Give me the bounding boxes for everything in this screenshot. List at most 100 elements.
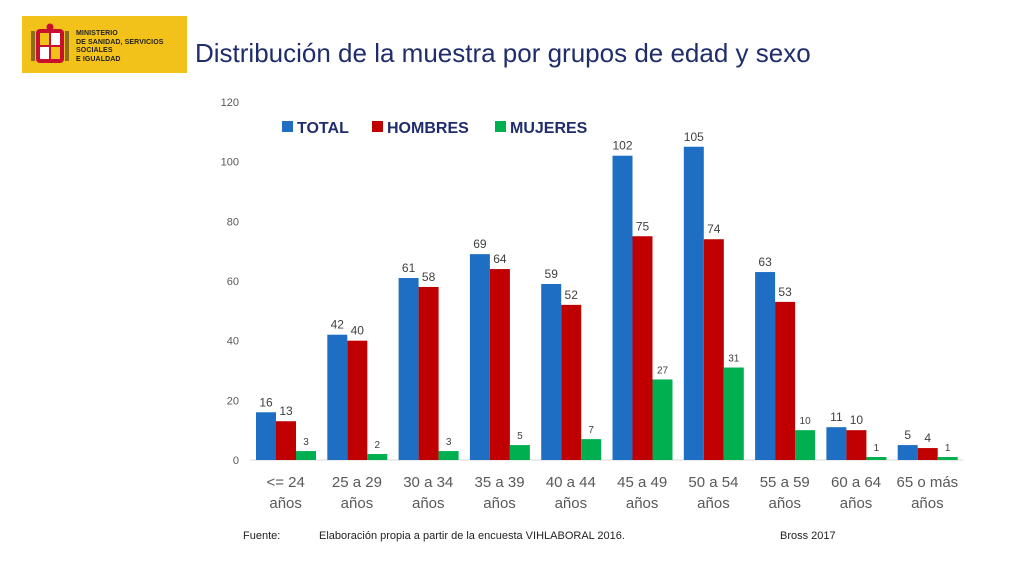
bar-mujeres <box>866 457 887 460</box>
data-label-hombres: 52 <box>565 288 579 302</box>
legend-label-hombres: HOMBRES <box>387 120 469 137</box>
x-tick-label-line2: años <box>412 495 445 512</box>
data-label-hombres: 58 <box>422 270 436 284</box>
data-label-mujeres: 5 <box>517 431 523 442</box>
data-label-mujeres: 7 <box>588 425 594 436</box>
data-label-mujeres: 31 <box>728 354 740 365</box>
data-label-hombres: 74 <box>707 222 721 236</box>
x-tick-label-line2: años <box>768 495 801 512</box>
data-label-mujeres: 2 <box>375 440 381 451</box>
bar-mujeres <box>581 439 602 460</box>
data-label-hombres: 40 <box>351 324 365 338</box>
bar-hombres <box>703 239 724 460</box>
x-tick-label: 30 a 34 <box>403 474 453 491</box>
ministry-line-1: MINISTERIO <box>76 30 118 37</box>
legend-label-total: TOTAL <box>297 120 349 137</box>
bar-mujeres <box>438 451 459 460</box>
bar-mujeres <box>723 367 744 460</box>
x-tick-label-line2: años <box>697 495 730 512</box>
x-tick-label-line2: años <box>840 495 873 512</box>
legend-swatch-total <box>282 121 293 132</box>
x-tick-label-line2: años <box>483 495 516 512</box>
x-tick-label: 50 a 54 <box>688 474 738 491</box>
bar-mujeres <box>937 457 958 460</box>
bar-total <box>612 155 633 460</box>
data-label-total: 105 <box>684 130 704 144</box>
data-label-total: 61 <box>402 261 416 275</box>
data-label-hombres: 64 <box>493 252 507 266</box>
y-tick-label: 120 <box>221 97 239 109</box>
footer-source-label: Fuente: <box>243 530 281 542</box>
bar-hombres <box>276 421 296 460</box>
data-label-total: 59 <box>545 267 559 281</box>
data-label-total: 102 <box>612 139 632 153</box>
ministry-name: MINISTERIO DE SANIDAD, SERVICIOS SOCIALE… <box>76 30 187 64</box>
legend-swatch-mujeres <box>495 121 506 132</box>
x-tick-label: 60 a 64 <box>831 474 881 491</box>
y-tick-label: 40 <box>227 336 239 348</box>
bar-total <box>398 278 419 460</box>
data-label-total: 16 <box>259 395 273 409</box>
bar-total <box>683 146 704 460</box>
footer-credit: Bross 2017 <box>780 530 836 542</box>
data-label-mujeres: 1 <box>874 443 880 454</box>
y-tick-label: 20 <box>227 395 239 407</box>
bar-total <box>541 283 562 460</box>
bar-hombres <box>775 301 796 460</box>
bar-mujeres <box>509 445 530 460</box>
data-label-total: 11 <box>830 410 843 424</box>
y-tick-label: 60 <box>227 276 239 288</box>
data-label-total: 42 <box>331 318 345 332</box>
data-label-hombres: 53 <box>778 285 792 299</box>
bar-mujeres <box>795 430 816 460</box>
bar-total <box>755 272 776 460</box>
x-tick-label-line2: años <box>626 495 659 512</box>
data-label-hombres: 75 <box>636 219 650 233</box>
data-label-total: 69 <box>473 237 487 251</box>
data-label-mujeres: 10 <box>800 416 812 427</box>
x-tick-label: 65 o más <box>896 474 958 491</box>
data-label-total: 63 <box>758 255 772 269</box>
bar-total <box>826 427 847 460</box>
data-label-mujeres: 27 <box>657 365 669 376</box>
legend-label-mujeres: MUJERES <box>510 120 588 137</box>
data-label-mujeres: 3 <box>303 437 309 448</box>
bar-total <box>256 412 276 460</box>
x-tick-label-line2: años <box>911 495 944 512</box>
data-label-mujeres: 3 <box>446 437 452 448</box>
x-tick-label: 25 a 29 <box>332 474 382 491</box>
data-label-hombres: 4 <box>924 431 931 445</box>
y-tick-label: 0 <box>233 455 239 467</box>
coat-of-arms-icon <box>31 23 69 63</box>
x-tick-label: <= 24 <box>266 474 304 491</box>
ministry-logo: MINISTERIO DE SANIDAD, SERVICIOS SOCIALE… <box>22 16 187 73</box>
data-label-mujeres: 1 <box>945 443 951 454</box>
data-label-total: 5 <box>904 428 911 442</box>
y-tick-label: 80 <box>227 216 239 228</box>
x-tick-label-line2: años <box>269 495 302 512</box>
bar-mujeres <box>296 451 316 460</box>
legend-swatch-hombres <box>372 121 383 132</box>
ministry-line-2: DE SANIDAD, SERVICIOS SOCIALES <box>76 38 164 55</box>
x-tick-label-line2: años <box>341 495 374 512</box>
bar-total <box>897 445 918 460</box>
x-tick-label: 55 a 59 <box>760 474 810 491</box>
data-label-hombres: 13 <box>279 404 293 418</box>
y-tick-label: 100 <box>221 157 239 169</box>
bar-total <box>469 254 490 460</box>
bar-hombres <box>489 269 510 460</box>
x-tick-label-line2: años <box>555 495 588 512</box>
bar-hombres <box>917 448 938 460</box>
bar-hombres <box>347 340 368 460</box>
x-tick-label: 35 a 39 <box>475 474 525 491</box>
bar-mujeres <box>367 454 388 460</box>
ministry-line-3: E IGUALDAD <box>76 55 121 63</box>
bar-hombres <box>846 430 867 460</box>
data-label-hombres: 10 <box>850 413 864 427</box>
footer-source-text: Elaboración propia a partir de la encues… <box>319 530 625 542</box>
x-tick-label: 45 a 49 <box>617 474 667 491</box>
bar-hombres <box>632 236 653 460</box>
bar-hombres <box>561 304 582 460</box>
bar-total <box>327 334 348 460</box>
